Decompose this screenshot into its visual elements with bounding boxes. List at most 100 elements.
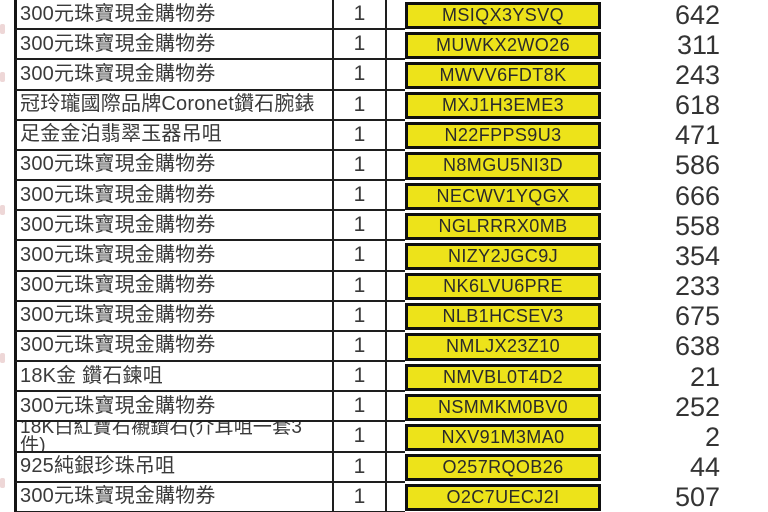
code-cell: NIZY2JGC9J	[405, 241, 601, 271]
item-name-text: 300元珠寶現金購物券	[20, 243, 216, 266]
code-cell: NECWV1YQGX	[405, 181, 601, 211]
code-cell: O2C7UECJ2I	[405, 483, 601, 512]
quantity-cell: 1	[334, 120, 387, 151]
table-row: 300元珠寶現金購物券 1 N8MGU5NI3D 586	[14, 150, 768, 182]
table-row: 300元珠寶現金購物券 1 NIZY2JGC9J 354	[14, 240, 768, 272]
table-row: 300元珠寶現金購物券 1 MWVV6FDT8K 243	[14, 59, 768, 91]
count-cell: 21	[689, 361, 720, 392]
count-cell: 243	[674, 59, 720, 90]
item-name-cell: 300元珠寶現金購物券	[14, 392, 334, 423]
quantity-cell: 1	[334, 422, 387, 453]
code-highlight-box: N8MGU5NI3D	[405, 152, 601, 180]
code-highlight-box: MUWKX2WO26	[405, 31, 601, 59]
count-cell: 638	[674, 331, 720, 362]
count-cell: 666	[674, 180, 720, 211]
item-name-text: 300元珠寶現金購物券	[20, 213, 216, 236]
quantity-cell: 1	[334, 181, 387, 212]
count-cell: 618	[674, 90, 720, 121]
code-highlight-box: MSIQX3YSVQ	[405, 1, 601, 29]
quantity-cell: 1	[334, 211, 387, 242]
table-row: 300元珠寶現金購物券 1 NSMMKM0BV0 252	[14, 391, 768, 423]
count-cell: 252	[674, 391, 720, 422]
item-name-text: 300元珠寶現金購物券	[20, 274, 216, 297]
spacer-column-cell	[387, 422, 405, 453]
item-name-text: 300元珠寶現金購物券	[20, 394, 216, 417]
item-name-cell: 925純銀珍珠吊咀	[14, 452, 334, 483]
spacer-column-cell	[387, 91, 405, 121]
item-name-cell: 300元珠寶現金購物券	[14, 331, 334, 363]
table-row: 300元珠寶現金購物券 1 MUWKX2WO26 311	[14, 29, 768, 61]
code-cell: NLB1HCSEV3	[405, 302, 601, 332]
quantity-cell: 1	[334, 90, 387, 121]
table-row: 18K金 鑽石鍊咀 1 NMVBL0T4D2 21	[14, 361, 768, 393]
code-highlight-box: O257RQOB26	[405, 454, 601, 482]
item-name-text: 925純銀珍珠吊咀	[20, 455, 176, 478]
code-cell: NXV91M3MA0	[405, 422, 601, 452]
code-highlight-box: N22FPPS9U3	[405, 122, 601, 150]
spacer-column-cell	[387, 241, 405, 272]
spacer-column-cell	[387, 121, 405, 151]
spacer-column-cell	[387, 302, 405, 332]
count-cell: 586	[674, 150, 720, 181]
table-row: 足金金泊翡翠玉器吊咀 1 N22FPPS9U3 471	[14, 120, 768, 151]
code-cell: MXJ1H3EME3	[405, 91, 601, 121]
spacer-column-cell	[387, 272, 405, 302]
table-row: 300元珠寶現金購物券 1 NLB1HCSEV3 675	[14, 301, 768, 332]
code-cell: N22FPPS9U3	[405, 121, 601, 151]
item-name-text: 300元珠寶現金購物券	[20, 153, 216, 176]
code-highlight-box: NLB1HCSEV3	[405, 303, 601, 331]
item-name-text: 300元珠寶現金購物券	[20, 334, 216, 357]
quantity-cell: 1	[334, 30, 387, 61]
quantity-cell: 1	[334, 150, 387, 182]
table-row: 300元珠寶現金購物券 1 NMLJX23Z10 638	[14, 331, 768, 363]
spacer-column-cell	[387, 483, 405, 512]
spacer-column-cell	[387, 30, 405, 61]
code-highlight-box: NECWV1YQGX	[405, 182, 601, 210]
table-row: 300元珠寶現金購物券 1 O2C7UECJ2I 507	[14, 482, 768, 512]
code-cell: N8MGU5NI3D	[405, 151, 601, 181]
left-margin-artifact	[0, 24, 5, 34]
item-name-text: 冠玲瓏國際品牌Coronet鑽石腕錶	[20, 93, 315, 116]
code-highlight-box: MXJ1H3EME3	[405, 92, 601, 120]
quantity-cell: 1	[334, 60, 387, 91]
table-row: 300元珠寶現金購物券 1 NK6LVU6PRE 233	[14, 271, 768, 302]
item-name-text: 18K白紅寶石襯鑽石(介耳咀一套3 件)	[20, 422, 303, 453]
code-highlight-box: NMLJX23Z10	[405, 333, 601, 361]
quantity-cell: 1	[334, 271, 387, 302]
spacer-column-cell	[387, 151, 405, 182]
code-highlight-box: NSMMKM0BV0	[405, 393, 601, 421]
count-cell: 471	[674, 120, 720, 151]
item-name-cell: 300元珠寶現金購物券	[14, 271, 334, 302]
code-cell: NGLRRRX0MB	[405, 211, 601, 241]
code-cell: MSIQX3YSVQ	[405, 0, 601, 30]
count-cell: 675	[674, 301, 720, 332]
item-name-cell: 300元珠寶現金購物券	[14, 0, 334, 31]
spacer-column-cell	[387, 332, 405, 363]
item-name-text: 300元珠寶現金購物券	[20, 2, 216, 25]
table-row: 18K白紅寶石襯鑽石(介耳咀一套3 件) 1 NXV91M3MA0 2	[14, 422, 768, 453]
code-highlight-box: O2C7UECJ2I	[405, 484, 601, 512]
quantity-cell: 1	[334, 452, 387, 483]
table-row: 300元珠寶現金購物券 1 MSIQX3YSVQ 642	[14, 0, 768, 31]
left-margin-artifact	[0, 478, 5, 488]
spacer-column-cell	[387, 453, 405, 483]
count-cell: 311	[676, 29, 720, 60]
code-highlight-box: NK6LVU6PRE	[405, 273, 601, 301]
count-cell: 558	[674, 210, 720, 241]
item-name-cell: 300元珠寶現金購物券	[14, 30, 334, 61]
table-row: 300元珠寶現金購物券 1 NECWV1YQGX 666	[14, 180, 768, 212]
table-row: 300元珠寶現金購物券 1 NGLRRRX0MB 558	[14, 210, 768, 242]
spacer-column-cell	[387, 181, 405, 212]
code-cell: MWVV6FDT8K	[405, 60, 601, 90]
code-cell: O257RQOB26	[405, 453, 601, 483]
count-cell: 44	[689, 452, 720, 483]
quantity-cell: 1	[334, 241, 387, 272]
spacer-column-cell	[387, 60, 405, 91]
item-name-cell: 18K金 鑽石鍊咀	[14, 362, 334, 393]
count-cell: 354	[674, 240, 720, 271]
item-name-text: 300元珠寶現金購物券	[20, 62, 216, 85]
spacer-column-cell	[387, 392, 405, 423]
quantity-cell: 1	[334, 0, 387, 31]
code-highlight-box: NXV91M3MA0	[405, 423, 601, 452]
